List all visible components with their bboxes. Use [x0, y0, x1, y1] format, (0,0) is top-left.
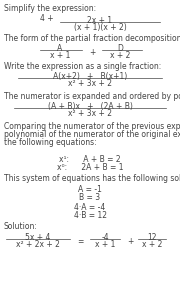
Text: Write the expression as a single fraction:: Write the expression as a single fractio… — [4, 62, 161, 71]
Text: 5x + 4: 5x + 4 — [25, 233, 51, 242]
Text: 4 +: 4 + — [40, 14, 54, 23]
Text: +: + — [89, 48, 95, 57]
Text: (A + B)x   +   (2A + B): (A + B)x + (2A + B) — [48, 102, 132, 111]
Text: +: + — [127, 237, 133, 246]
Text: A: A — [57, 44, 63, 53]
Text: x² + 3x + 2: x² + 3x + 2 — [68, 109, 112, 118]
Text: x¹:      A + B = 2: x¹: A + B = 2 — [59, 155, 121, 164]
Text: x² + 3x + 2: x² + 3x + 2 — [68, 79, 112, 88]
Text: Comparing the numerator of the previous expression with the: Comparing the numerator of the previous … — [4, 122, 180, 131]
Text: 12: 12 — [147, 233, 157, 242]
Text: x² + 2x + 2: x² + 2x + 2 — [16, 240, 60, 249]
Text: The form of the partial fraction decomposition is: :: The form of the partial fraction decompo… — [4, 34, 180, 43]
Text: A = -1: A = -1 — [78, 185, 102, 194]
Text: 4·B = 12: 4·B = 12 — [73, 211, 107, 220]
Text: -4: -4 — [101, 233, 109, 242]
Text: 4·A = -4: 4·A = -4 — [74, 203, 106, 212]
Text: Simplify the expression:: Simplify the expression: — [4, 4, 96, 13]
Text: x + 2: x + 2 — [142, 240, 162, 249]
Text: (x + 1)(x + 2): (x + 1)(x + 2) — [74, 23, 126, 32]
Text: the following equations:: the following equations: — [4, 138, 97, 147]
Text: A(x+2)   +   B(x+1): A(x+2) + B(x+1) — [53, 72, 127, 81]
Text: polynomial of the numerator of the original expression, we obtain: polynomial of the numerator of the origi… — [4, 130, 180, 139]
Text: D: D — [117, 44, 123, 53]
Text: x⁰:      2A + B = 1: x⁰: 2A + B = 1 — [57, 163, 123, 172]
Text: The numerator is expanded and ordered by powers of x:: The numerator is expanded and ordered by… — [4, 92, 180, 101]
Text: x + 1: x + 1 — [95, 240, 115, 249]
Text: x + 1: x + 1 — [50, 51, 70, 60]
Text: x + 2: x + 2 — [110, 51, 130, 60]
Text: This system of equations has the following solutions:: This system of equations has the followi… — [4, 174, 180, 183]
Text: B = 3: B = 3 — [79, 193, 101, 202]
Text: 2x + 1: 2x + 1 — [87, 16, 112, 25]
Text: =: = — [77, 237, 83, 246]
Text: Solution:: Solution: — [4, 222, 38, 231]
